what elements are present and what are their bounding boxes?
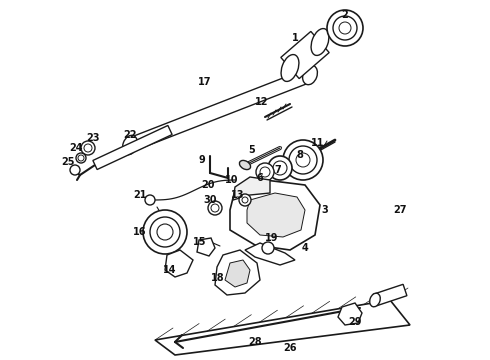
Polygon shape	[215, 250, 260, 295]
Text: 11: 11	[311, 138, 325, 148]
Circle shape	[145, 195, 155, 205]
Polygon shape	[155, 300, 410, 355]
Polygon shape	[230, 180, 320, 250]
Text: 20: 20	[201, 180, 215, 190]
Ellipse shape	[303, 65, 318, 85]
Circle shape	[283, 140, 323, 180]
Polygon shape	[247, 193, 305, 237]
Text: 4: 4	[302, 243, 308, 253]
Text: 24: 24	[69, 143, 83, 153]
Circle shape	[339, 22, 351, 34]
Circle shape	[262, 242, 274, 254]
Text: 26: 26	[283, 343, 297, 353]
Circle shape	[327, 10, 363, 46]
Text: 7: 7	[274, 165, 281, 175]
Ellipse shape	[370, 293, 380, 307]
Circle shape	[150, 217, 180, 247]
Circle shape	[143, 210, 187, 254]
Circle shape	[333, 16, 357, 40]
Text: 6: 6	[257, 173, 264, 183]
Polygon shape	[127, 68, 313, 152]
Text: 13: 13	[231, 190, 245, 200]
Circle shape	[256, 163, 274, 181]
Circle shape	[84, 144, 92, 152]
Polygon shape	[373, 284, 407, 306]
Text: 12: 12	[255, 97, 269, 107]
Polygon shape	[225, 260, 250, 287]
Text: 21: 21	[133, 190, 147, 200]
Circle shape	[268, 156, 292, 180]
Circle shape	[211, 204, 219, 212]
Text: 18: 18	[211, 273, 225, 283]
Circle shape	[76, 153, 86, 163]
Text: 28: 28	[248, 337, 262, 347]
Circle shape	[157, 224, 173, 240]
Text: 25: 25	[61, 157, 75, 167]
Circle shape	[260, 167, 270, 177]
Circle shape	[296, 153, 310, 167]
Text: 16: 16	[133, 227, 147, 237]
Circle shape	[70, 165, 80, 175]
Circle shape	[289, 146, 317, 174]
Circle shape	[78, 155, 84, 161]
Text: 8: 8	[296, 150, 303, 160]
Text: 22: 22	[123, 130, 137, 140]
Text: 1: 1	[292, 33, 298, 43]
Circle shape	[208, 201, 222, 215]
Text: 27: 27	[393, 205, 407, 215]
Ellipse shape	[240, 161, 250, 170]
Text: 15: 15	[193, 237, 207, 247]
Text: 29: 29	[348, 317, 362, 327]
Text: 19: 19	[265, 233, 279, 243]
Ellipse shape	[311, 28, 329, 55]
Text: 3: 3	[321, 205, 328, 215]
Circle shape	[81, 141, 95, 155]
Polygon shape	[165, 250, 193, 277]
Circle shape	[273, 161, 287, 175]
Polygon shape	[93, 126, 172, 170]
Polygon shape	[233, 177, 270, 200]
Text: 30: 30	[203, 195, 217, 205]
Text: 14: 14	[163, 265, 177, 275]
Ellipse shape	[281, 55, 299, 81]
Ellipse shape	[122, 135, 137, 155]
Circle shape	[239, 194, 251, 206]
Text: 10: 10	[225, 175, 239, 185]
Text: 17: 17	[198, 77, 212, 87]
Polygon shape	[197, 238, 215, 256]
Text: 5: 5	[248, 145, 255, 155]
Polygon shape	[281, 31, 329, 78]
Polygon shape	[245, 243, 295, 265]
Text: 23: 23	[86, 133, 100, 143]
Text: 9: 9	[198, 155, 205, 165]
Circle shape	[242, 197, 248, 203]
Text: 2: 2	[342, 10, 348, 20]
Polygon shape	[338, 303, 362, 325]
